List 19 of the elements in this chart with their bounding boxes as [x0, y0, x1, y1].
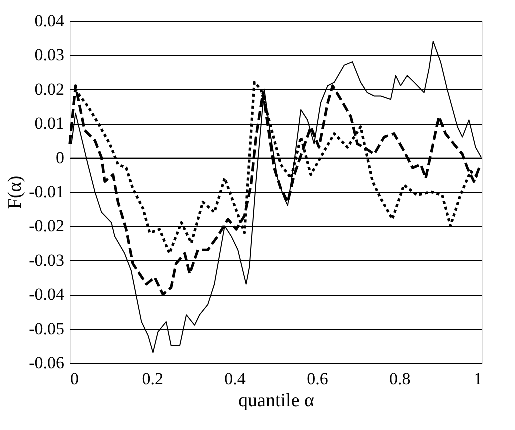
y-tick-label: -0.06 [29, 354, 64, 372]
y-tick-label: 0.03 [34, 46, 64, 65]
x-axis-title: quantile α [238, 390, 314, 412]
y-tick-label: 0.02 [34, 80, 64, 99]
y-tick-label: -0.02 [29, 216, 64, 236]
y-axis-title: F(α) [5, 176, 26, 210]
y-tick-label: 0 [56, 148, 64, 168]
x-tick-label: 0 [70, 370, 79, 388]
y-tick-label: 0.01 [34, 114, 64, 134]
x-tick-label: 1 [474, 370, 482, 388]
x-tick-label: 0.8 [389, 370, 411, 388]
y-tick-label: -0.05 [29, 319, 64, 338]
y-tick-label: 0.04 [34, 12, 65, 30]
y-tick-label: -0.04 [29, 285, 65, 304]
x-tick-label: 0.2 [142, 370, 164, 388]
x-tick-label: 0.4 [224, 370, 246, 388]
y-tick-label: -0.03 [29, 250, 64, 270]
x-tick-label: 0.6 [307, 370, 328, 388]
y-tick-label: -0.01 [29, 182, 64, 202]
